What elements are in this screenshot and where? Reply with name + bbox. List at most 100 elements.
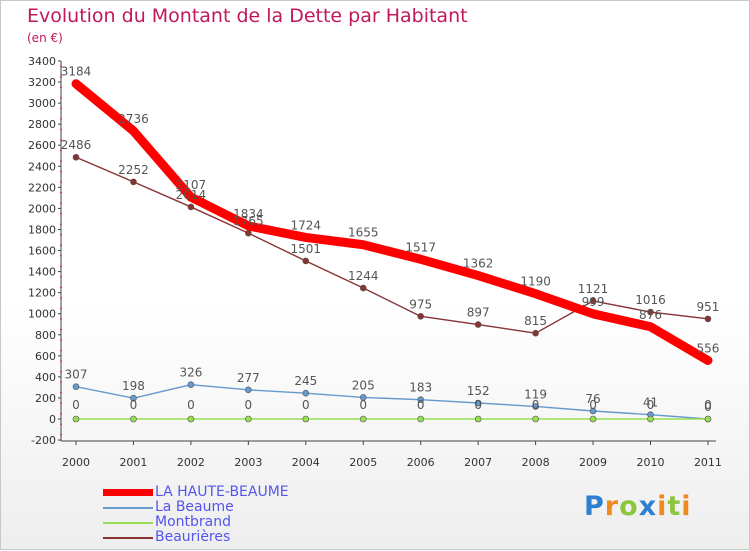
x-tick-label: 2004 bbox=[292, 456, 320, 469]
data-point bbox=[302, 415, 310, 423]
data-label: 41 bbox=[643, 396, 658, 410]
data-point bbox=[72, 383, 80, 390]
data-label: 245 bbox=[294, 374, 317, 388]
data-label: 183 bbox=[409, 381, 432, 395]
data-point bbox=[72, 153, 80, 161]
legend-label: LA HAUTE-BEAUME bbox=[155, 484, 289, 500]
data-label: 1362 bbox=[463, 257, 494, 271]
legend-label: Beaurières bbox=[155, 529, 231, 545]
data-label: 0 bbox=[474, 398, 482, 412]
chart-title: Evolution du Montant de la Dette par Hab… bbox=[27, 5, 468, 27]
data-point bbox=[704, 315, 712, 323]
proxiti-logo: Proxiti bbox=[584, 491, 692, 522]
data-label: 152 bbox=[467, 384, 490, 398]
y-tick-label: 1600 bbox=[28, 245, 56, 258]
data-label: 3184 bbox=[61, 65, 92, 79]
y-tick-label: 1000 bbox=[28, 308, 56, 321]
data-label: 0 bbox=[245, 398, 253, 412]
data-label: 1501 bbox=[291, 242, 322, 256]
x-tick-label: 2006 bbox=[407, 456, 435, 469]
data-label: 2736 bbox=[118, 112, 149, 126]
y-tick-label: 1200 bbox=[28, 287, 56, 300]
y-tick-label: -200 bbox=[31, 434, 56, 447]
series-line bbox=[75, 156, 709, 334]
data-label: 0 bbox=[647, 398, 655, 412]
y-tick-label: 1800 bbox=[28, 223, 56, 236]
x-tick-label: 2007 bbox=[464, 456, 492, 469]
data-point bbox=[532, 415, 539, 423]
data-label: 1834 bbox=[233, 207, 264, 221]
data-point bbox=[130, 415, 137, 423]
x-tick-label: 2008 bbox=[522, 456, 550, 469]
data-label: 815 bbox=[524, 314, 547, 328]
data-point bbox=[417, 313, 425, 320]
legend-swatch bbox=[103, 507, 153, 509]
data-label: 1016 bbox=[635, 293, 666, 307]
data-label: 1244 bbox=[348, 269, 379, 283]
data-label: 876 bbox=[639, 308, 662, 322]
data-point bbox=[130, 394, 137, 402]
data-label: 76 bbox=[585, 392, 600, 406]
data-label: 975 bbox=[409, 297, 432, 311]
x-tick-label: 2000 bbox=[62, 456, 90, 469]
series-line bbox=[75, 383, 709, 420]
data-point bbox=[245, 229, 252, 237]
y-tick-label: 3400 bbox=[28, 55, 56, 68]
data-point bbox=[589, 415, 597, 423]
data-label: 119 bbox=[524, 387, 547, 401]
y-tick-label: 2000 bbox=[28, 202, 56, 215]
data-point bbox=[72, 415, 80, 423]
data-label: 205 bbox=[352, 378, 375, 392]
data-label: 0 bbox=[704, 398, 712, 412]
legend-swatch bbox=[103, 522, 153, 524]
legend-label: La Beaume bbox=[155, 499, 234, 515]
data-label: 2252 bbox=[118, 163, 149, 177]
data-point bbox=[187, 415, 195, 423]
data-label: 0 bbox=[302, 398, 310, 412]
data-label: 0 bbox=[704, 400, 712, 414]
data-point bbox=[474, 321, 482, 328]
data-point bbox=[130, 178, 137, 186]
data-label: 0 bbox=[359, 398, 367, 412]
data-point bbox=[417, 415, 425, 423]
x-tick-label: 2011 bbox=[694, 456, 722, 469]
data-point bbox=[532, 329, 539, 337]
data-label: 556 bbox=[696, 341, 719, 355]
y-tick-label: 800 bbox=[35, 329, 56, 342]
data-label: 2014 bbox=[176, 188, 207, 202]
data-point bbox=[704, 415, 712, 423]
data-label: 0 bbox=[187, 398, 195, 412]
x-tick-label: 2001 bbox=[119, 456, 147, 469]
y-tick-label: 1400 bbox=[28, 266, 56, 279]
data-point bbox=[302, 257, 310, 265]
data-label: 951 bbox=[696, 300, 719, 314]
x-tick-label: 2005 bbox=[349, 456, 377, 469]
data-point bbox=[417, 396, 425, 404]
x-tick-label: 2003 bbox=[234, 456, 262, 469]
data-point bbox=[245, 386, 252, 394]
data-label: 1190 bbox=[520, 275, 551, 289]
x-tick-label: 2002 bbox=[177, 456, 205, 469]
data-point bbox=[245, 415, 252, 423]
data-point bbox=[187, 381, 195, 388]
y-tick-label: 0 bbox=[49, 413, 56, 426]
series-line bbox=[71, 79, 713, 365]
data-point bbox=[589, 297, 597, 305]
data-label: 1655 bbox=[348, 226, 379, 240]
data-point bbox=[302, 389, 310, 397]
data-label: 326 bbox=[179, 366, 202, 380]
data-label: 897 bbox=[467, 306, 490, 320]
y-tick-label: 2400 bbox=[28, 160, 56, 173]
data-label: 307 bbox=[65, 368, 88, 382]
x-tick-label: 2010 bbox=[637, 456, 665, 469]
data-point bbox=[474, 415, 482, 423]
legend-label: Montbrand bbox=[155, 514, 231, 530]
data-point bbox=[647, 415, 654, 423]
data-label: 999 bbox=[582, 295, 605, 309]
data-point bbox=[647, 308, 654, 316]
y-tick-label: 400 bbox=[35, 371, 56, 384]
data-point bbox=[187, 203, 195, 211]
data-label: 1724 bbox=[291, 218, 322, 232]
